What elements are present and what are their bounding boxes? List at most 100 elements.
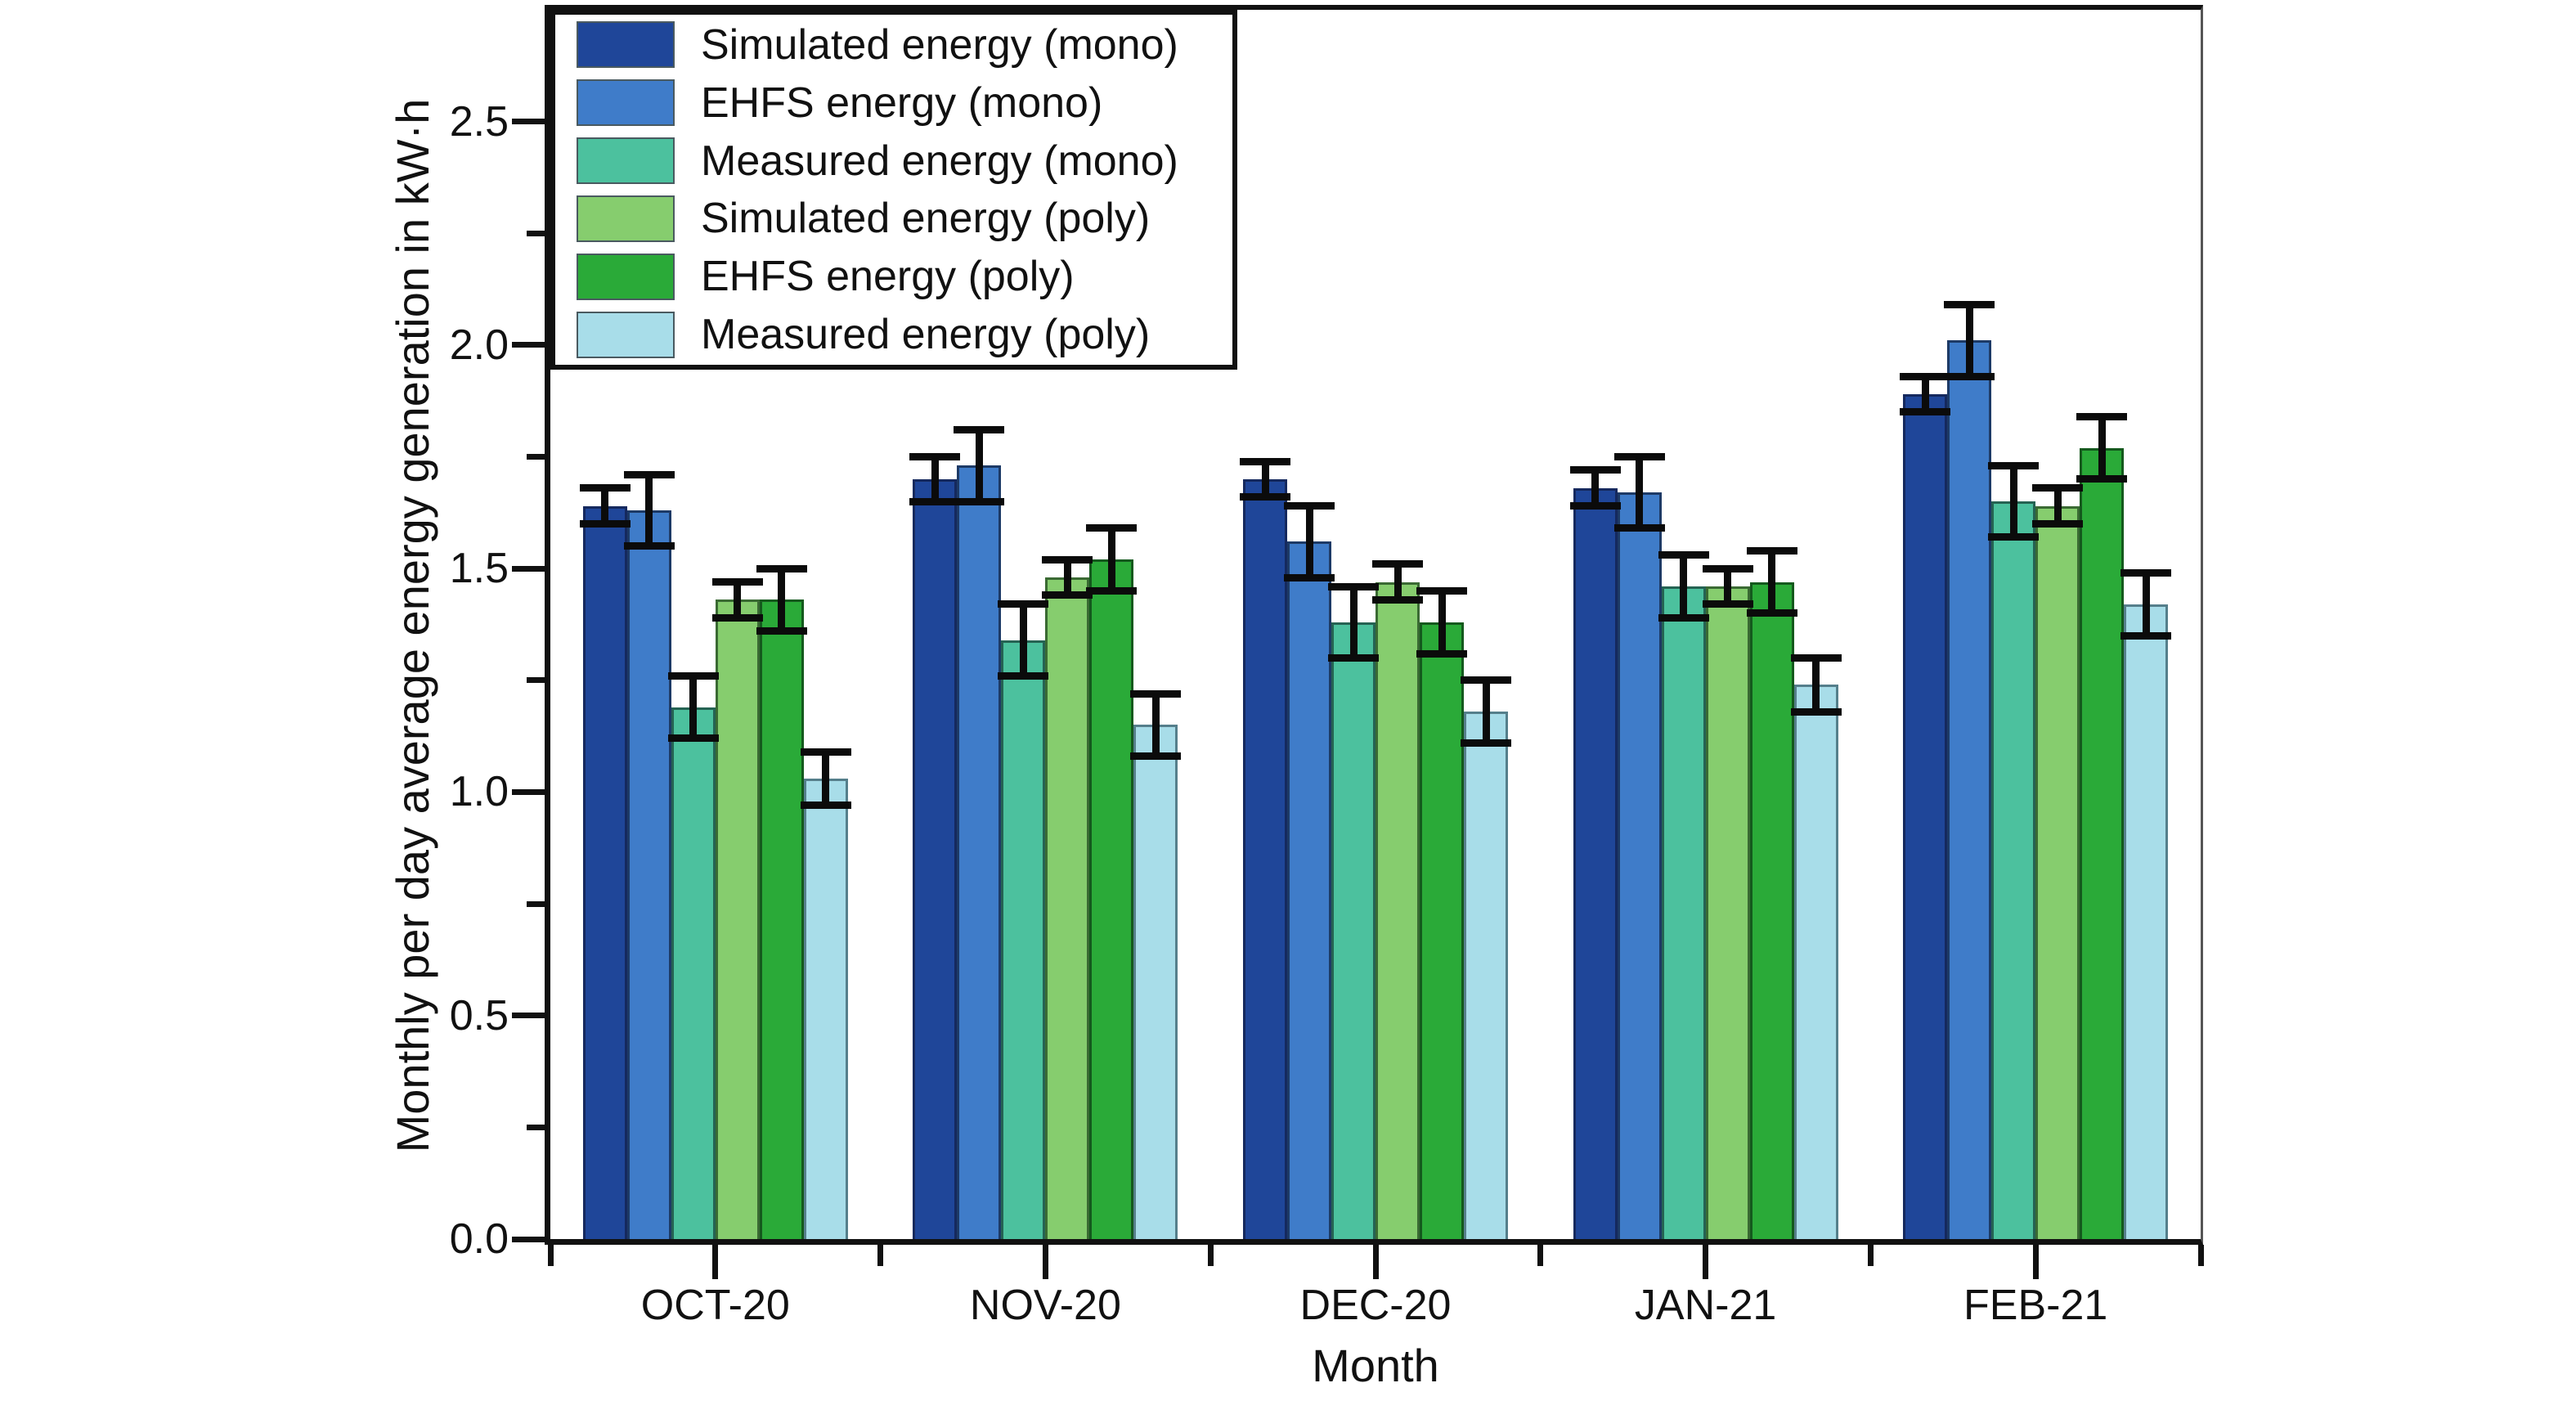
error-bar-cap-top — [1240, 457, 1290, 465]
bar-feb-21-series-4 — [2080, 447, 2125, 1239]
error-bar-line — [645, 474, 653, 546]
error-bar-cap-top — [1988, 461, 2040, 469]
y-axis-minor-tick — [527, 454, 545, 460]
bar-dec-20-series-4 — [1420, 622, 1464, 1239]
error-bar-cap-top — [1086, 524, 1138, 532]
legend: Simulated energy (mono) EHFS energy (mono… — [550, 10, 1237, 370]
legend-label: EHFS energy (mono) — [701, 79, 1103, 127]
bar-jan-21-series-2 — [1661, 586, 1706, 1239]
error-bar-line — [822, 752, 830, 806]
legend-item-3: Simulated energy (poly) — [555, 191, 1232, 246]
error-bar-cap-bottom — [1086, 587, 1138, 595]
x-axis-minor-tick — [547, 1245, 554, 1266]
error-bar-line — [1768, 550, 1776, 613]
error-bar-cap-bottom — [909, 497, 961, 505]
y-axis-minor-tick — [527, 677, 545, 684]
y-axis-major-tick — [512, 1236, 545, 1242]
bar-oct-20-series-2 — [671, 707, 716, 1239]
bar-nov-20-series-0 — [913, 478, 958, 1239]
error-bar-line — [931, 456, 939, 502]
error-bar-cap-top — [2120, 569, 2172, 577]
error-bar-line — [689, 676, 698, 739]
error-bar-line — [1438, 590, 1446, 654]
y-axis-minor-tick — [527, 1124, 545, 1130]
legend-item-1: EHFS energy (mono) — [555, 75, 1232, 131]
bar-feb-21-series-2 — [1991, 501, 2036, 1239]
error-bar-cap-bottom — [800, 802, 851, 810]
bar-nov-20-series-1 — [957, 465, 1002, 1239]
legend-label: Simulated energy (mono) — [701, 20, 1178, 69]
x-axis-major-tick — [712, 1245, 719, 1279]
y-tick-label: 1.5 — [449, 545, 509, 593]
bar-oct-20-series-5 — [803, 779, 848, 1239]
error-bar-line — [1921, 376, 1929, 412]
error-bar-cap-top — [2076, 412, 2128, 420]
x-axis-major-tick — [1703, 1245, 1709, 1279]
legend-item-2: Measured energy (mono) — [555, 133, 1232, 189]
bar-feb-21-series-3 — [2035, 505, 2080, 1239]
error-bar-cap-bottom — [1042, 591, 1093, 599]
x-axis-minor-tick — [877, 1245, 884, 1266]
legend-label: EHFS energy (poly) — [701, 253, 1075, 301]
legend-swatch-icon — [577, 195, 675, 242]
error-bar-cap-bottom — [1372, 595, 1423, 604]
y-axis-title: Monthly per day average energy generatio… — [387, 98, 438, 1153]
error-bar-cap-top — [756, 564, 807, 573]
bar-nov-20-series-2 — [1001, 640, 1046, 1239]
y-axis-major-tick — [512, 788, 545, 795]
bar-jan-21-series-1 — [1617, 492, 1662, 1239]
error-bar-line — [1107, 528, 1115, 591]
bar-oct-20-series-3 — [715, 599, 760, 1239]
x-axis-major-tick — [1372, 1245, 1379, 1279]
error-bar-cap-top — [623, 470, 675, 478]
legend-label: Measured energy (mono) — [701, 137, 1178, 185]
error-bar-cap-top — [1900, 372, 1951, 380]
bar-feb-21-series-1 — [1947, 340, 1992, 1239]
error-bar-cap-top — [1130, 689, 1182, 698]
y-axis-major-tick — [512, 1013, 545, 1019]
error-bar-cap-top — [1042, 555, 1093, 564]
error-bar-line — [2053, 487, 2062, 524]
y-tick-label: 0.5 — [449, 991, 509, 1040]
error-bar-line — [1724, 568, 1732, 604]
legend-swatch-icon — [577, 21, 675, 69]
error-bar-cap-top — [800, 748, 851, 756]
error-bar-cap-bottom — [1328, 653, 1379, 662]
error-bar-line — [2142, 573, 2150, 636]
x-axis-major-tick — [2032, 1245, 2039, 1279]
error-bar-cap-top — [1658, 551, 1709, 559]
error-bar-line — [734, 582, 742, 618]
x-axis-minor-tick — [1867, 1245, 1874, 1266]
legend-swatch-icon — [577, 311, 675, 358]
error-bar-cap-bottom — [1658, 613, 1709, 622]
error-bar-cap-top — [1702, 564, 1753, 573]
error-bar-line — [778, 568, 786, 631]
error-bar-cap-bottom — [1746, 609, 1797, 617]
error-bar-cap-top — [1461, 676, 1511, 685]
legend-item-0: Simulated energy (mono) — [555, 17, 1232, 73]
error-bar-cap-bottom — [2120, 631, 2172, 640]
y-axis-major-tick — [512, 119, 545, 125]
error-bar-cap-bottom — [2076, 475, 2128, 483]
error-bar-line — [2098, 416, 2106, 479]
error-bar-cap-bottom — [579, 520, 631, 528]
bar-jan-21-series-4 — [1749, 582, 1794, 1239]
x-axis-minor-tick — [2197, 1245, 2204, 1266]
error-bar-line — [1305, 505, 1313, 578]
error-bar-line — [1591, 469, 1600, 506]
error-bar-cap-top — [1416, 587, 1467, 595]
error-bar-cap-bottom — [1240, 493, 1290, 501]
error-bar-cap-bottom — [1613, 524, 1665, 532]
y-tick-label: 0.0 — [449, 1215, 509, 1263]
error-bar-line — [1680, 555, 1688, 618]
error-bar-line — [1151, 694, 1160, 757]
y-axis-minor-tick — [527, 230, 545, 236]
error-bar-cap-bottom — [2032, 520, 2084, 528]
error-bar-cap-bottom — [1900, 408, 1951, 416]
y-tick-label: 2.5 — [449, 97, 509, 146]
error-bar-cap-bottom — [711, 613, 763, 622]
error-bar-cap-top — [909, 453, 961, 461]
y-tick-label: 2.0 — [449, 321, 509, 369]
error-bar-line — [1636, 456, 1644, 528]
